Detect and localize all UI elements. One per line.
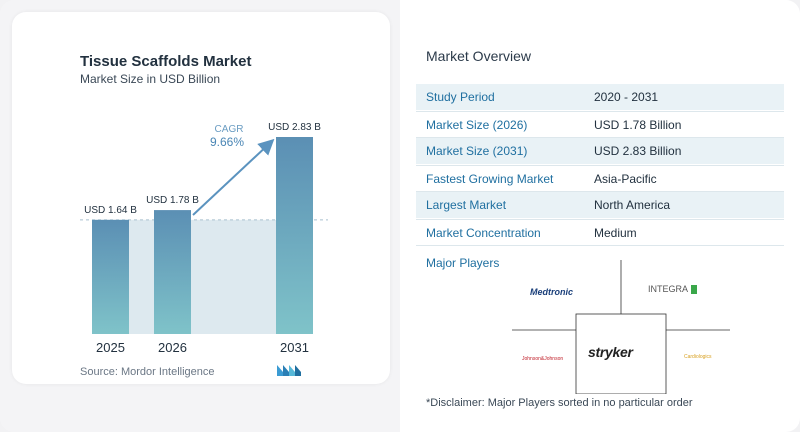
cardiologics-logo: Cardiologics [684,354,712,360]
overview-table: Study Period 2020 - 2031 Market Size (20… [416,84,784,246]
source-label: Source: Mordor Intelligence [80,366,215,378]
integra-logo: INTEGRA [648,284,698,295]
mordor-logo-icon [277,365,301,376]
bar-chart: USD 1.64 B 2025 USD 1.78 B 2026 USD 2.83 B 20… [80,122,328,355]
row-key: Market Concentration [426,226,541,240]
data-label-2031: USD 2.83 B [268,122,321,133]
table-row: Fastest Growing Market Asia-Pacific [416,165,784,192]
table-row: Market Size (2026) USD 1.78 Billion [416,111,784,138]
row-value: North America [594,198,671,212]
chart-title: Tissue Scaffolds Market [80,53,252,70]
major-players-title: Major Players [426,256,500,270]
overview-title: Market Overview [426,48,532,64]
row-value: USD 2.83 Billion [594,144,682,158]
cagr-value: 9.66% [210,135,244,149]
medtronic-logo: Medtronic [530,287,574,297]
disclaimer: *Disclaimer: Major Players sorted in no … [426,397,693,409]
integra-logo-text: INTEGRA [648,284,688,294]
tick-label-2031: 2031 [280,340,309,355]
integra-mark-icon [691,285,698,295]
row-value: 2020 - 2031 [594,90,659,104]
row-key: Market Size (2031) [426,144,528,158]
tick-label-2026: 2026 [158,340,187,355]
table-row: Study Period 2020 - 2031 [416,84,784,111]
data-label-2026: USD 1.78 B [146,195,199,206]
stryker-logo: stryker [588,344,633,360]
bar-2025 [92,219,129,334]
row-value: Asia-Pacific [594,172,657,186]
row-value: Medium [594,226,637,240]
row-value: USD 1.78 Billion [594,118,682,132]
row-key: Fastest Growing Market [426,172,554,186]
bar-2031 [276,137,313,334]
table-row: Largest Market North America [416,192,784,219]
johnson-logo: Johnson&Johnson [522,356,564,362]
chart-subtitle: Market Size in USD Billion [80,72,221,86]
players-grid [512,260,730,394]
row-key: Largest Market [426,198,507,212]
cagr-arrow [192,138,275,216]
tick-label-2025: 2025 [96,340,125,355]
data-label-2025: USD 1.64 B [84,205,137,216]
row-key: Market Size (2026) [426,118,528,132]
table-row: Market Size (2031) USD 2.83 Billion [416,138,784,165]
table-row: Market Concentration Medium [416,219,784,246]
cagr-label: CAGR [215,124,244,135]
bar-2026 [154,210,191,334]
row-key: Study Period [426,90,495,104]
